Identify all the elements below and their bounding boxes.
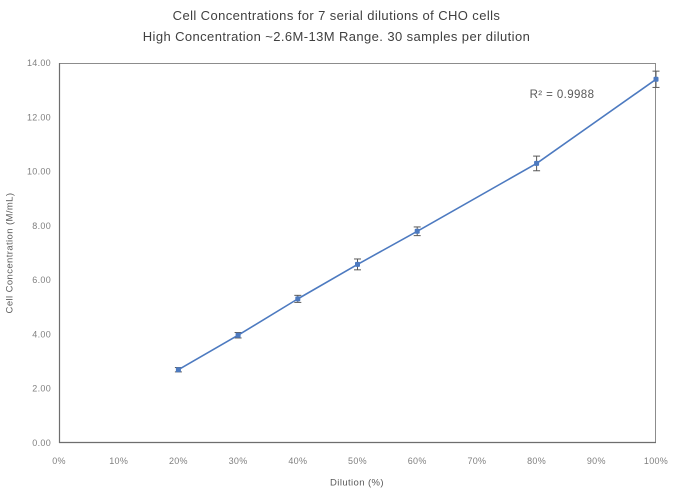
x-tick-label: 80% — [527, 456, 546, 466]
x-tick-label: 90% — [587, 456, 606, 466]
plot-border — [59, 63, 656, 443]
y-tick-label: 2.00 — [32, 384, 51, 394]
chart-title: Cell Concentrations for 7 serial dilutio… — [172, 8, 501, 23]
data-point-marker — [175, 367, 181, 373]
data-point-marker — [414, 228, 420, 234]
x-tick-label: 10% — [109, 456, 128, 466]
x-tick-label: 60% — [408, 456, 427, 466]
y-tick-label: 0.00 — [32, 438, 51, 448]
data-point-marker — [295, 296, 301, 302]
y-tick-label: 4.00 — [32, 329, 51, 339]
x-tick-label: 0% — [52, 456, 66, 466]
data-point-marker — [653, 76, 659, 82]
x-tick-label: 50% — [348, 456, 367, 466]
y-tick-label: 6.00 — [32, 275, 51, 285]
series-line — [177, 78, 657, 371]
x-tick-label: 100% — [644, 456, 668, 466]
r-squared-annotation: R² = 0.9988 — [529, 89, 595, 101]
data-point-marker — [235, 332, 241, 338]
data-point-marker — [534, 160, 540, 166]
y-tick-label: 10.00 — [27, 167, 51, 177]
y-tick-label: 14.00 — [27, 58, 51, 68]
y-tick-label: 8.00 — [32, 221, 51, 231]
x-tick-label: 20% — [169, 456, 188, 466]
y-tick-label: 12.00 — [27, 112, 51, 122]
x-tick-label: 30% — [229, 456, 248, 466]
x-tick-label: 70% — [467, 456, 486, 466]
y-axis-title: Cell Concentration (M/mL) — [4, 192, 16, 314]
data-point-marker — [355, 261, 360, 267]
x-axis-title: Dilution (%) — [330, 477, 384, 489]
x-tick-label: 40% — [288, 456, 307, 466]
chart-subtitle: High Concentration ~2.6M-13M Range. 30 s… — [142, 29, 531, 44]
